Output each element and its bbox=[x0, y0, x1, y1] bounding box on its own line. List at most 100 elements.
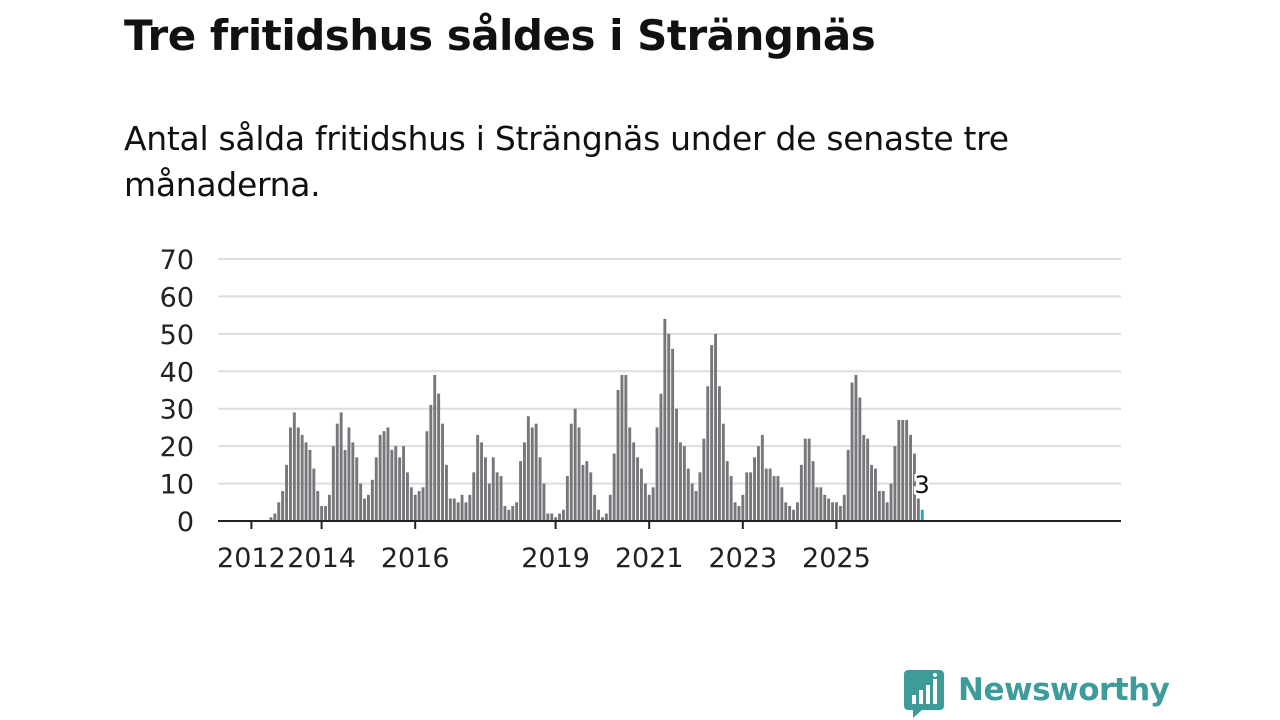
bar bbox=[682, 446, 686, 521]
bar bbox=[320, 506, 324, 521]
bar bbox=[429, 404, 433, 521]
bar bbox=[413, 494, 417, 521]
bar bbox=[721, 423, 725, 521]
bar bbox=[374, 457, 378, 521]
bar bbox=[792, 509, 795, 521]
bar bbox=[870, 464, 873, 521]
bar bbox=[838, 506, 842, 521]
bar bbox=[858, 397, 862, 521]
bar bbox=[476, 434, 480, 521]
bar bbox=[425, 431, 429, 521]
bar bbox=[523, 442, 526, 521]
bar bbox=[519, 461, 522, 521]
bar bbox=[745, 472, 749, 521]
bar bbox=[448, 498, 452, 521]
y-tick-label: 50 bbox=[160, 320, 194, 351]
bar bbox=[573, 408, 577, 521]
x-tick-label: 2025 bbox=[802, 543, 871, 574]
bar bbox=[757, 446, 760, 521]
bar bbox=[534, 423, 538, 521]
bar bbox=[347, 427, 351, 521]
bar bbox=[655, 427, 659, 521]
x-tick-label: 2016 bbox=[381, 543, 450, 574]
bar bbox=[823, 494, 827, 521]
bar bbox=[503, 506, 507, 521]
bar bbox=[780, 487, 784, 521]
bar bbox=[550, 513, 554, 521]
bar bbox=[881, 491, 885, 521]
y-tick-label: 70 bbox=[160, 245, 194, 276]
bar bbox=[799, 464, 803, 521]
bar bbox=[487, 483, 491, 521]
bar bbox=[331, 446, 335, 521]
bar bbox=[398, 457, 402, 521]
bar bbox=[632, 442, 636, 521]
bar bbox=[827, 498, 831, 521]
bar bbox=[511, 506, 515, 521]
bar bbox=[663, 318, 667, 521]
bar bbox=[526, 416, 530, 521]
bar bbox=[495, 472, 499, 521]
bar bbox=[636, 457, 639, 521]
bar bbox=[815, 487, 819, 521]
bar bbox=[542, 483, 546, 521]
bar bbox=[363, 498, 366, 521]
bars bbox=[269, 318, 924, 521]
bar bbox=[589, 472, 593, 521]
x-tick-label: 2019 bbox=[521, 543, 590, 574]
bar bbox=[445, 464, 448, 521]
bar bbox=[367, 494, 370, 521]
bar bbox=[651, 487, 655, 521]
bar bbox=[694, 491, 698, 521]
bar bbox=[737, 506, 741, 521]
bar bbox=[675, 408, 678, 521]
bar bbox=[312, 468, 316, 521]
bar bbox=[601, 517, 604, 521]
bar bbox=[390, 449, 394, 521]
bar bbox=[807, 438, 811, 521]
bar bbox=[749, 472, 753, 521]
x-tick-label: 2021 bbox=[615, 543, 684, 574]
bar bbox=[499, 476, 503, 521]
bar bbox=[905, 419, 909, 521]
bar bbox=[772, 476, 776, 521]
bar bbox=[339, 412, 343, 521]
bar bbox=[565, 476, 569, 521]
bar bbox=[885, 502, 889, 521]
bar bbox=[300, 434, 304, 521]
bar bbox=[335, 423, 339, 521]
bar bbox=[764, 468, 768, 521]
bar bbox=[452, 498, 456, 521]
bar bbox=[667, 333, 671, 521]
bar bbox=[370, 479, 374, 521]
bar bbox=[916, 498, 920, 521]
bar bbox=[893, 446, 897, 521]
bar bbox=[686, 468, 690, 521]
bar bbox=[690, 483, 694, 521]
bar bbox=[433, 375, 437, 521]
y-tick-label: 20 bbox=[160, 432, 194, 463]
bar bbox=[355, 457, 359, 521]
bar bbox=[437, 393, 441, 521]
bar bbox=[480, 442, 483, 521]
bar bbox=[538, 457, 542, 521]
bar bbox=[281, 491, 285, 521]
bar bbox=[292, 412, 296, 521]
bar bbox=[464, 502, 468, 521]
y-tick-label: 40 bbox=[160, 357, 194, 388]
bar bbox=[304, 442, 308, 521]
bar bbox=[569, 423, 573, 521]
bar bbox=[324, 506, 327, 521]
bar bbox=[698, 472, 702, 521]
newsworthy-brand-name: Newsworthy bbox=[958, 672, 1170, 708]
bar bbox=[835, 502, 838, 521]
bar bbox=[640, 468, 643, 521]
bar bbox=[616, 390, 620, 521]
bar bbox=[874, 468, 877, 521]
bar bbox=[273, 513, 277, 521]
bar bbox=[585, 461, 589, 521]
bar bbox=[378, 434, 382, 521]
bar bbox=[308, 449, 312, 521]
highlighted-bar bbox=[920, 509, 924, 521]
bar bbox=[889, 483, 893, 521]
